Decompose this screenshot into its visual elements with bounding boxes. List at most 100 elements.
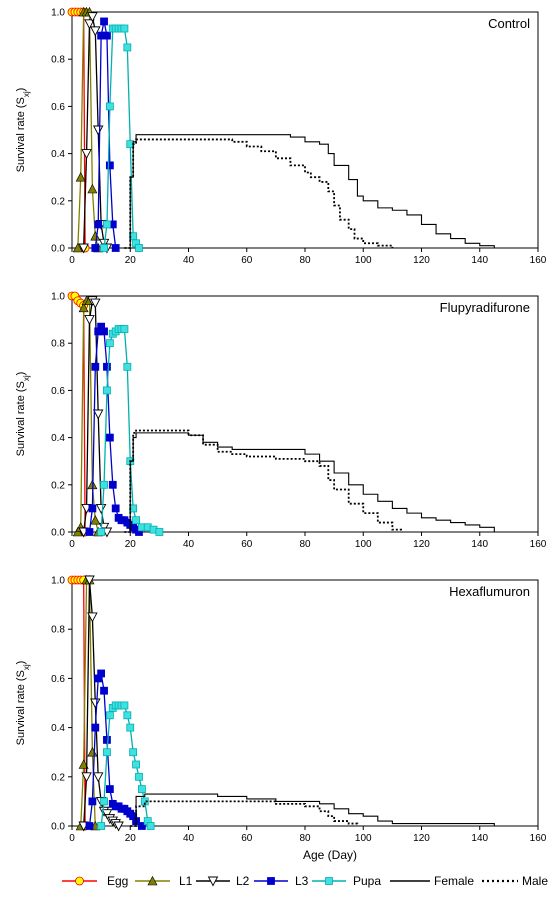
panel-title: Flupyradifurone <box>440 300 530 315</box>
data-point-l2 <box>90 298 101 309</box>
data-point-pupa <box>103 386 111 395</box>
legend-label: Female <box>434 874 474 888</box>
y-tick-label: 0.2 <box>51 196 65 207</box>
series-line-male <box>124 429 403 533</box>
x-tick-label: 60 <box>241 255 253 266</box>
legend-label: L1 <box>179 874 193 888</box>
data-point-l3 <box>103 31 111 40</box>
data-point-l3 <box>105 433 114 442</box>
chart-panel-2: 0 20 40 60 80 100 120 140 160 0.0 0.2 0.4 0.6 0.8 1.0 S… <box>15 292 547 551</box>
data-point-l3 <box>88 504 97 513</box>
data-point-l3 <box>100 17 108 26</box>
data-point-l3 <box>105 161 114 170</box>
series-female <box>130 793 495 827</box>
legend-label: Pupa <box>353 874 381 888</box>
series-l3 <box>85 669 146 830</box>
data-point-l2 <box>84 575 95 586</box>
series-male <box>124 429 403 533</box>
y-tick-label: 0.0 <box>51 822 65 833</box>
y-tick-label: 1.0 <box>51 576 65 587</box>
series-line-l2 <box>83 14 108 249</box>
series-line-female <box>130 793 495 827</box>
y-tick-label: 0.4 <box>51 149 65 160</box>
data-point-l3 <box>88 797 97 806</box>
y-tick-label: 0.4 <box>51 723 65 734</box>
y-tick-label: 1.0 <box>51 292 65 303</box>
series-male <box>130 800 359 827</box>
legend-label: Egg <box>107 874 128 888</box>
y-tick-label: 0.6 <box>51 102 65 113</box>
y-tick-label: 0.2 <box>51 480 65 491</box>
data-point-l1 <box>72 526 83 537</box>
data-point-pupa <box>97 528 106 536</box>
legend-marker-l2 <box>207 876 219 887</box>
data-point-l3 <box>137 822 146 830</box>
y-tick-label: 0.0 <box>51 244 65 255</box>
data-point-l2 <box>84 19 95 30</box>
x-tick-label: 160 <box>530 539 547 550</box>
data-point-pupa <box>155 528 164 536</box>
y-tick-label: 0.8 <box>51 55 65 66</box>
x-tick-label: 40 <box>183 539 195 550</box>
x-tick-label: 140 <box>471 833 488 844</box>
data-point-l3 <box>94 220 103 229</box>
x-axis-label: Age (Day) <box>303 848 357 862</box>
data-point-pupa <box>100 797 108 806</box>
y-axis-label: Survival rate (Sxj) <box>15 88 31 173</box>
legend-label: L3 <box>295 874 309 888</box>
x-tick-label: 80 <box>299 255 311 266</box>
legend-marker-l1 <box>147 875 158 886</box>
data-point-l3 <box>91 723 100 732</box>
data-point-l3 <box>100 686 108 695</box>
series-line-male <box>130 800 359 827</box>
data-point-pupa <box>103 220 111 229</box>
legend-label: Male <box>522 874 548 888</box>
series-line-male <box>124 138 394 249</box>
data-point-pupa <box>103 748 111 757</box>
x-tick-label: 60 <box>241 539 253 550</box>
x-tick-label: 0 <box>69 255 75 266</box>
data-point-l3 <box>100 327 108 336</box>
legend-item-l1: L1 <box>135 874 193 888</box>
series-pupa <box>100 24 143 252</box>
legend-label: L2 <box>236 874 250 888</box>
chart-panel-3: 0 20 40 60 80 100 120 140 160 0.0 0.2 0.4 0.6 0.8 1.0 S… <box>15 574 547 862</box>
legend-item-male: Male <box>482 874 548 888</box>
data-point-pupa <box>132 760 140 769</box>
data-point-l2 <box>90 26 101 37</box>
data-point-l2 <box>92 125 104 136</box>
data-point-pupa <box>97 822 106 830</box>
data-point-l1 <box>87 183 98 194</box>
data-point-pupa <box>137 785 146 793</box>
y-tick-label: 0.4 <box>51 433 65 444</box>
data-point-l2 <box>92 772 104 783</box>
data-point-l1 <box>72 242 83 253</box>
legend-item-pupa: Pupa <box>312 874 381 888</box>
data-point-l2 <box>92 409 104 420</box>
panel-title: Hexaflumuron <box>449 584 530 599</box>
data-point-pupa <box>100 244 108 252</box>
x-tick-label: 0 <box>69 833 75 844</box>
data-point-l2 <box>84 315 95 326</box>
x-tick-label: 100 <box>355 255 372 266</box>
data-point-l2 <box>90 698 101 709</box>
data-point-l1 <box>78 302 89 313</box>
x-tick-label: 160 <box>530 255 547 266</box>
x-tick-label: 120 <box>413 255 430 266</box>
data-point-l2 <box>78 243 89 254</box>
data-point-l1 <box>78 759 89 769</box>
data-point-pupa <box>146 822 155 830</box>
data-point-pupa <box>105 711 114 720</box>
plot-frame <box>71 11 539 249</box>
data-point-l3 <box>103 736 111 744</box>
x-tick-label: 40 <box>183 255 195 266</box>
data-point-l2 <box>87 612 98 623</box>
data-point-pupa <box>135 244 143 252</box>
series-female <box>124 432 495 533</box>
x-tick-label: 100 <box>355 539 372 550</box>
data-point-pupa <box>100 480 108 489</box>
x-tick-label: 80 <box>299 539 311 550</box>
y-axis-label: Survival rate (Sxj) <box>15 661 31 746</box>
y-tick-label: 0.2 <box>51 772 65 783</box>
data-point-pupa <box>123 362 132 371</box>
